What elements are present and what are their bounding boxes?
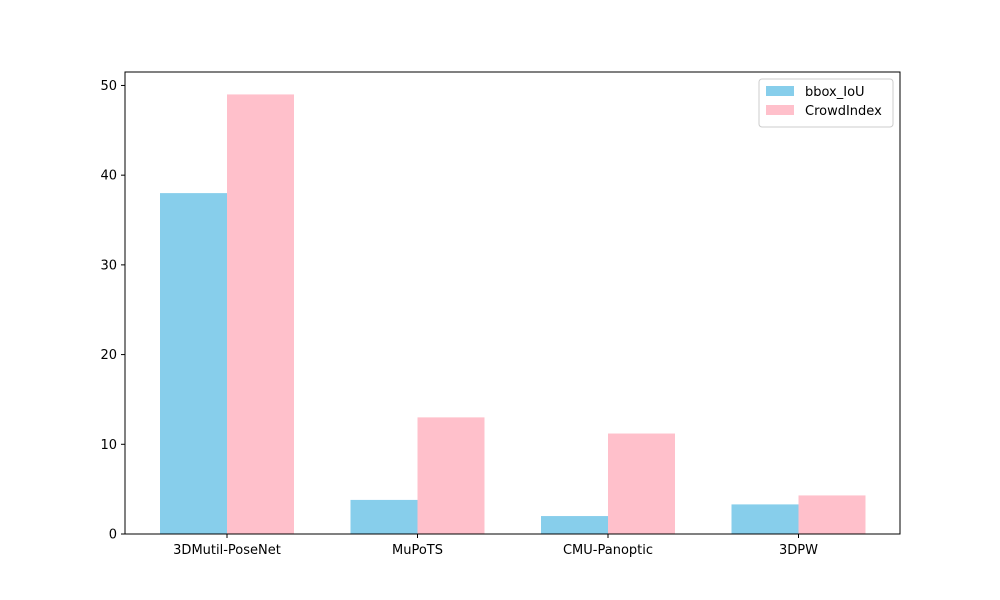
y-tick-label: 20 [100,348,117,363]
plot-frame [124,71,901,535]
legend-swatch-crowdindex [766,105,794,115]
y-tick-label: 40 [100,169,117,184]
bar-bbox_iou-1 [350,499,418,534]
y-tick-label: 50 [100,79,117,94]
x-tick-label: 3DMutil-PoseNet [173,543,281,558]
legend-label-crowdindex: CrowdIndex [805,104,882,119]
bar-bbox_iou-3 [731,504,799,534]
legend: bbox_IoU CrowdIndex [758,78,894,128]
x-tick-label: CMU-Panoptic [563,543,653,558]
y-tick-label: 0 [109,528,117,543]
bar-crowdindex-2 [608,433,675,534]
bar-crowdindex-3 [798,495,866,534]
bar-bbox_iou-2 [541,516,608,534]
bar-crowdindex-1 [417,417,485,534]
x-tick-label: 3DPW [779,543,818,558]
x-axis-ticks: 3DMutil-PoseNet MuPoTS CMU-Panoptic 3DPW [173,534,818,558]
legend-swatch-bbox_iou [766,86,794,96]
y-tick-label: 30 [100,258,117,273]
bar-bbox_iou-0 [160,193,227,534]
bars-group [160,94,866,534]
x-tick-label: MuPoTS [392,543,443,558]
y-axis-ticks: 0 10 20 30 40 50 [100,79,125,543]
legend-label-bbox_iou: bbox_IoU [805,85,865,100]
y-tick-label: 10 [100,438,117,453]
bar-crowdindex-0 [227,94,294,534]
